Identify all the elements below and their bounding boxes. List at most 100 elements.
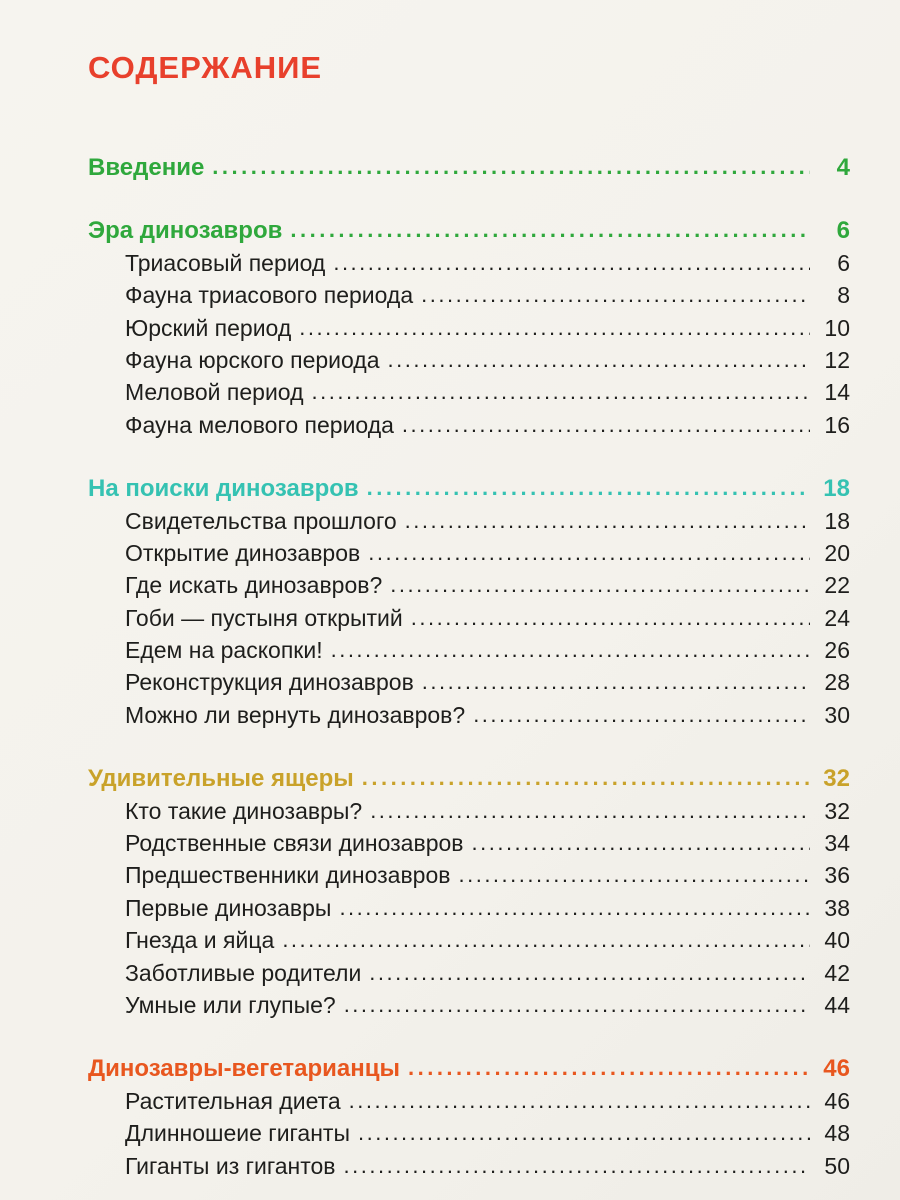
- toc-page-number: 6: [837, 249, 850, 276]
- toc-entry: Гиганты из гигантов 50: [88, 1153, 850, 1185]
- toc-section-header: Динозавры-вегетарианцы 46: [88, 1055, 850, 1087]
- toc-page-number: 24: [824, 604, 850, 631]
- dot-leader: [344, 991, 810, 1018]
- toc-page-number: 22: [824, 572, 850, 599]
- toc-page-number: 46: [823, 1055, 850, 1083]
- toc-page-number: 14: [824, 379, 850, 406]
- toc-page-number: 20: [824, 539, 850, 566]
- toc-entry: Реконструкция динозавров 28: [88, 669, 850, 701]
- toc-page-number: 6: [836, 217, 850, 245]
- dot-leader: [408, 1054, 810, 1082]
- table-of-contents: Введение 4 Эра динозавров 6 Триасовый пе…: [88, 154, 850, 1185]
- toc-entry: Предшественники динозавров 36: [88, 862, 850, 894]
- toc-entry-label: Свидетельства прошлого: [125, 507, 397, 534]
- toc-entry-label: Можно ли вернуть динозавров?: [125, 701, 466, 728]
- toc-entry-label: Первые динозавры: [125, 894, 332, 921]
- toc-page-number: 38: [824, 894, 850, 921]
- toc-entry-label: Гоби — пустыня открытий: [125, 604, 403, 631]
- toc-entry-label: Введение: [88, 154, 205, 181]
- toc-page-number: 26: [824, 637, 850, 664]
- toc-entry: Можно ли вернуть динозавров? 30: [88, 702, 850, 734]
- toc-entry: Длинношеие гиганты 48: [88, 1120, 850, 1152]
- toc-section-introduction: Введение 4: [88, 154, 850, 186]
- toc-entry: Свидетельства прошлого 18: [88, 508, 850, 540]
- toc-entry-label: Гиганты из гигантов: [125, 1152, 336, 1179]
- dot-leader: [333, 249, 810, 276]
- toc-entry: Фауна юрского периода 12: [88, 347, 850, 379]
- dot-leader: [405, 507, 810, 534]
- toc-page-number: 32: [823, 765, 850, 793]
- toc-entry-label: Кто такие динозавры?: [125, 797, 363, 824]
- dot-leader: [402, 411, 810, 438]
- toc-page-number: 10: [824, 314, 850, 341]
- toc-entry: Фауна мелового периода 16: [88, 412, 850, 444]
- dot-leader: [458, 861, 810, 888]
- toc-entry-label: Едем на раскопки!: [125, 637, 323, 664]
- toc-page-number: 30: [824, 701, 850, 728]
- toc-section-header: Удивительные ящеры 32: [88, 765, 850, 797]
- dot-leader: [367, 474, 810, 502]
- toc-page-number: 34: [824, 830, 850, 857]
- dot-leader: [370, 797, 810, 824]
- toc-entry: Заботливые родители 42: [88, 960, 850, 992]
- toc-page-number: 50: [824, 1152, 850, 1179]
- toc-page-number: 12: [824, 346, 850, 373]
- toc-entry-label: Где искать динозавров?: [125, 572, 383, 599]
- toc-page-number: 4: [836, 154, 850, 181]
- toc-section-amazing-lizards: Удивительные ящеры 32 Кто такие динозавр…: [88, 765, 850, 1024]
- toc-entry-label: Динозавры-вегетарианцы: [88, 1055, 400, 1083]
- dot-leader: [390, 571, 810, 598]
- toc-page-number: 42: [824, 959, 850, 986]
- dot-leader: [422, 668, 810, 695]
- toc-entry: Едем на раскопки! 26: [88, 637, 850, 669]
- dot-leader: [411, 604, 810, 631]
- toc-section-vegetarian-dinosaurs: Динозавры-вегетарианцы 46 Растительная д…: [88, 1055, 850, 1185]
- toc-entry-label: Фауна юрского периода: [125, 346, 380, 373]
- toc-entry-label: Удивительные ящеры: [88, 765, 354, 793]
- toc-entry: Родственные связи динозавров 34: [88, 830, 850, 862]
- toc-entry: Где искать динозавров? 22: [88, 572, 850, 604]
- toc-page-number: 18: [824, 507, 850, 534]
- toc-entry: Фауна триасового периода 8: [88, 282, 850, 314]
- toc-entry-label: Заботливые родители: [125, 959, 362, 986]
- toc-entry: Кто такие динозавры? 32: [88, 798, 850, 830]
- dot-leader: [331, 636, 810, 663]
- toc-entry-label: Эра динозавров: [88, 217, 283, 245]
- toc-entry-label: Длинношеие гиганты: [125, 1120, 350, 1147]
- dot-leader: [282, 926, 810, 953]
- dot-leader: [290, 216, 810, 244]
- dot-leader: [362, 764, 810, 792]
- toc-entry: Растительная диета 46: [88, 1088, 850, 1120]
- toc-entry-label: Реконструкция динозавров: [125, 669, 414, 696]
- toc-entry-label: Юрский период: [125, 314, 292, 341]
- toc-entry: Юрский период 10: [88, 315, 850, 347]
- toc-entry: Первые динозавры 38: [88, 895, 850, 927]
- dot-leader: [339, 894, 810, 921]
- toc-page-number: 16: [824, 411, 850, 438]
- toc-entry-label: Родственные связи динозавров: [125, 830, 464, 857]
- toc-section-header: Введение 4: [88, 154, 850, 186]
- toc-entry-label: Фауна триасового периода: [125, 282, 414, 309]
- toc-page-number: 46: [824, 1087, 850, 1114]
- toc-entry-label: Гнезда и яйца: [125, 927, 275, 954]
- toc-entry-label: Открытие динозавров: [125, 539, 361, 566]
- toc-page-number: 48: [824, 1120, 850, 1147]
- dot-leader: [473, 701, 810, 728]
- toc-section-searching-for-dinosaurs: На поиски динозавров 18 Свидетельства пр…: [88, 475, 850, 734]
- toc-entry: Гнезда и яйца 40: [88, 927, 850, 959]
- toc-entry-label: На поиски динозавров: [88, 475, 359, 503]
- dot-leader: [312, 378, 811, 405]
- toc-page-number: 44: [824, 991, 850, 1018]
- dot-leader: [421, 281, 810, 308]
- toc-page-number: 18: [823, 475, 850, 503]
- dot-leader: [212, 153, 810, 181]
- page-title: СОДЕРЖАНИЕ: [88, 50, 323, 85]
- dot-leader: [358, 1119, 810, 1146]
- toc-entry-label: Фауна мелового периода: [125, 411, 394, 438]
- toc-entry-label: Триасовый период: [125, 249, 326, 276]
- toc-entry: Открытие динозавров 20: [88, 540, 850, 572]
- dot-leader: [368, 539, 810, 566]
- toc-entry-label: Умные или глупые?: [125, 991, 336, 1018]
- toc-entry: Умные или глупые? 44: [88, 992, 850, 1024]
- toc-section-header: Эра динозавров 6: [88, 217, 850, 249]
